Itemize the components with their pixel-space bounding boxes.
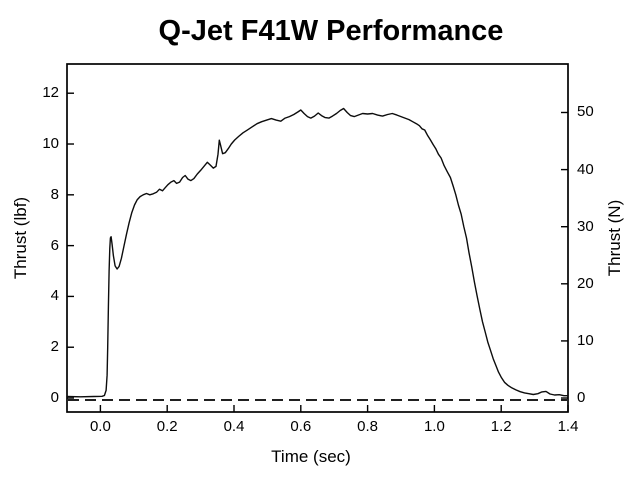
x-tick-label: 1.2 xyxy=(490,418,512,435)
y-tick-left-label: 10 xyxy=(42,135,59,152)
y-tick-right-label: 50 xyxy=(577,103,594,121)
y-tick-left-label: 4 xyxy=(50,287,59,305)
x-tick-label: 0.2 xyxy=(156,418,178,435)
y-tick-right-label: 0 xyxy=(577,389,586,407)
thrust-curve xyxy=(66,107,569,398)
x-tick-label: 0.6 xyxy=(290,418,312,435)
y-tick-left-label: 6 xyxy=(50,236,59,254)
y-tick-right-label: 40 xyxy=(577,160,594,178)
plot-axes xyxy=(66,63,569,413)
x-axis-label: Time (sec) xyxy=(271,447,351,466)
y-tick-right-label: 10 xyxy=(577,331,594,349)
x-tick-label: 0.0 xyxy=(89,418,111,435)
y-tick-left-label: 0 xyxy=(50,389,59,407)
y-tick-right-label: 20 xyxy=(577,274,594,292)
y-axis-right-label: Thrust (N) xyxy=(605,199,624,277)
y-tick-right-label: 30 xyxy=(577,217,594,235)
y-tick-left-label: 2 xyxy=(50,338,59,356)
x-tick-label: 0.4 xyxy=(223,418,245,435)
x-tick-label: 1.4 xyxy=(557,418,579,435)
x-tick-label: 1.0 xyxy=(423,418,445,435)
plot-border xyxy=(66,63,569,413)
y-tick-left-label: 8 xyxy=(50,185,59,203)
x-tick-label: 0.8 xyxy=(357,418,379,435)
y-tick-left-label: 12 xyxy=(42,84,59,102)
chart-title: Q-Jet F41W Performance xyxy=(158,15,504,47)
